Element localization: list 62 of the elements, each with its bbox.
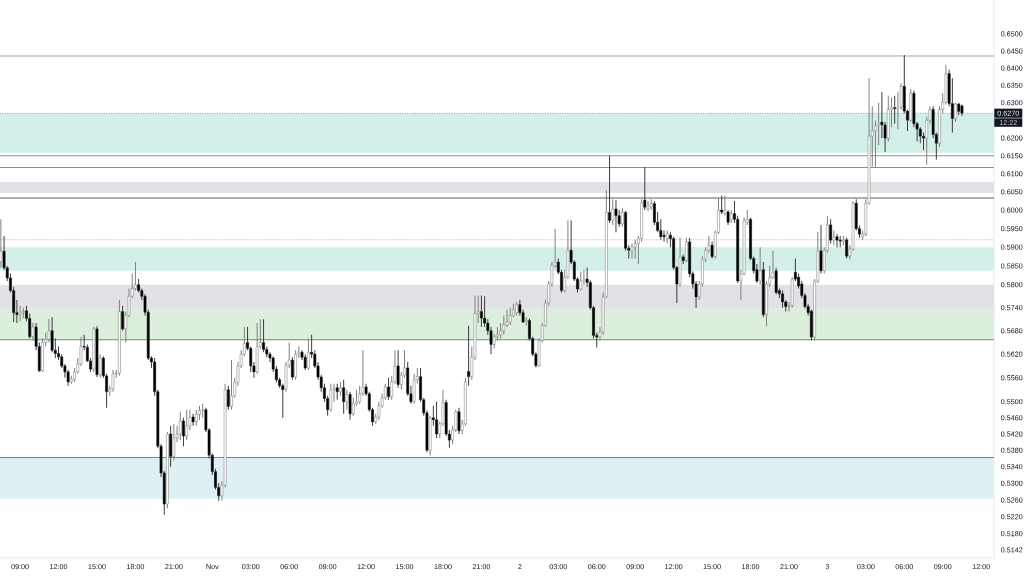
candlestick bbox=[662, 229, 666, 242]
candlestick bbox=[502, 314, 506, 336]
candlestick bbox=[335, 383, 339, 401]
candlestick bbox=[201, 403, 205, 419]
candlestick bbox=[579, 271, 583, 292]
candlestick bbox=[166, 431, 169, 509]
candlestick bbox=[185, 409, 189, 441]
candlestick bbox=[508, 307, 512, 326]
candlestick bbox=[467, 325, 470, 387]
candlestick bbox=[774, 267, 778, 295]
candlestick bbox=[621, 207, 624, 228]
candlestick bbox=[838, 235, 842, 248]
candlestick bbox=[230, 359, 233, 411]
candlestick bbox=[614, 199, 618, 233]
candlestick bbox=[909, 88, 913, 123]
candlestick bbox=[665, 229, 669, 244]
candlestick bbox=[435, 401, 438, 439]
candlestick bbox=[790, 276, 794, 309]
candlestick bbox=[121, 305, 124, 332]
candlestick bbox=[178, 411, 182, 441]
candlestick bbox=[194, 409, 198, 427]
candlestick bbox=[611, 198, 615, 226]
candlestick bbox=[829, 218, 832, 244]
candlestick bbox=[457, 407, 461, 435]
candlestick bbox=[758, 246, 762, 286]
candlestick bbox=[226, 385, 230, 411]
candlestick bbox=[339, 381, 342, 397]
candlestick bbox=[845, 237, 848, 259]
candlestick bbox=[329, 383, 333, 413]
candlestick bbox=[98, 353, 102, 379]
candlestick bbox=[303, 353, 307, 371]
candlestick bbox=[428, 415, 432, 457]
candlestick bbox=[291, 356, 294, 381]
candlestick bbox=[957, 103, 961, 116]
candlestick bbox=[18, 305, 22, 322]
candlestick bbox=[960, 105, 964, 117]
candlestick bbox=[710, 240, 714, 259]
candlestick bbox=[262, 318, 265, 353]
candlestick bbox=[191, 413, 195, 427]
candlestick bbox=[761, 261, 765, 318]
candlestick bbox=[21, 307, 25, 319]
candlestick bbox=[630, 242, 634, 259]
candlestick bbox=[396, 349, 400, 389]
candlestick bbox=[832, 229, 836, 246]
candlestick bbox=[387, 377, 390, 401]
candlestick bbox=[781, 290, 784, 309]
candlestick bbox=[893, 95, 897, 125]
candlestick bbox=[111, 369, 115, 393]
candlestick bbox=[835, 233, 839, 248]
candlestick bbox=[172, 423, 176, 462]
candlestick bbox=[342, 379, 346, 415]
candlestick bbox=[649, 198, 653, 211]
candlestick bbox=[345, 389, 349, 411]
candlestick bbox=[182, 417, 185, 447]
candlestick bbox=[294, 349, 297, 381]
candlestick bbox=[842, 235, 845, 246]
candlestick bbox=[646, 200, 650, 212]
candlestick bbox=[886, 95, 890, 143]
candlestick bbox=[608, 154, 611, 224]
candlestick bbox=[348, 391, 352, 421]
candlestick bbox=[480, 294, 483, 328]
candlestick bbox=[515, 301, 519, 316]
